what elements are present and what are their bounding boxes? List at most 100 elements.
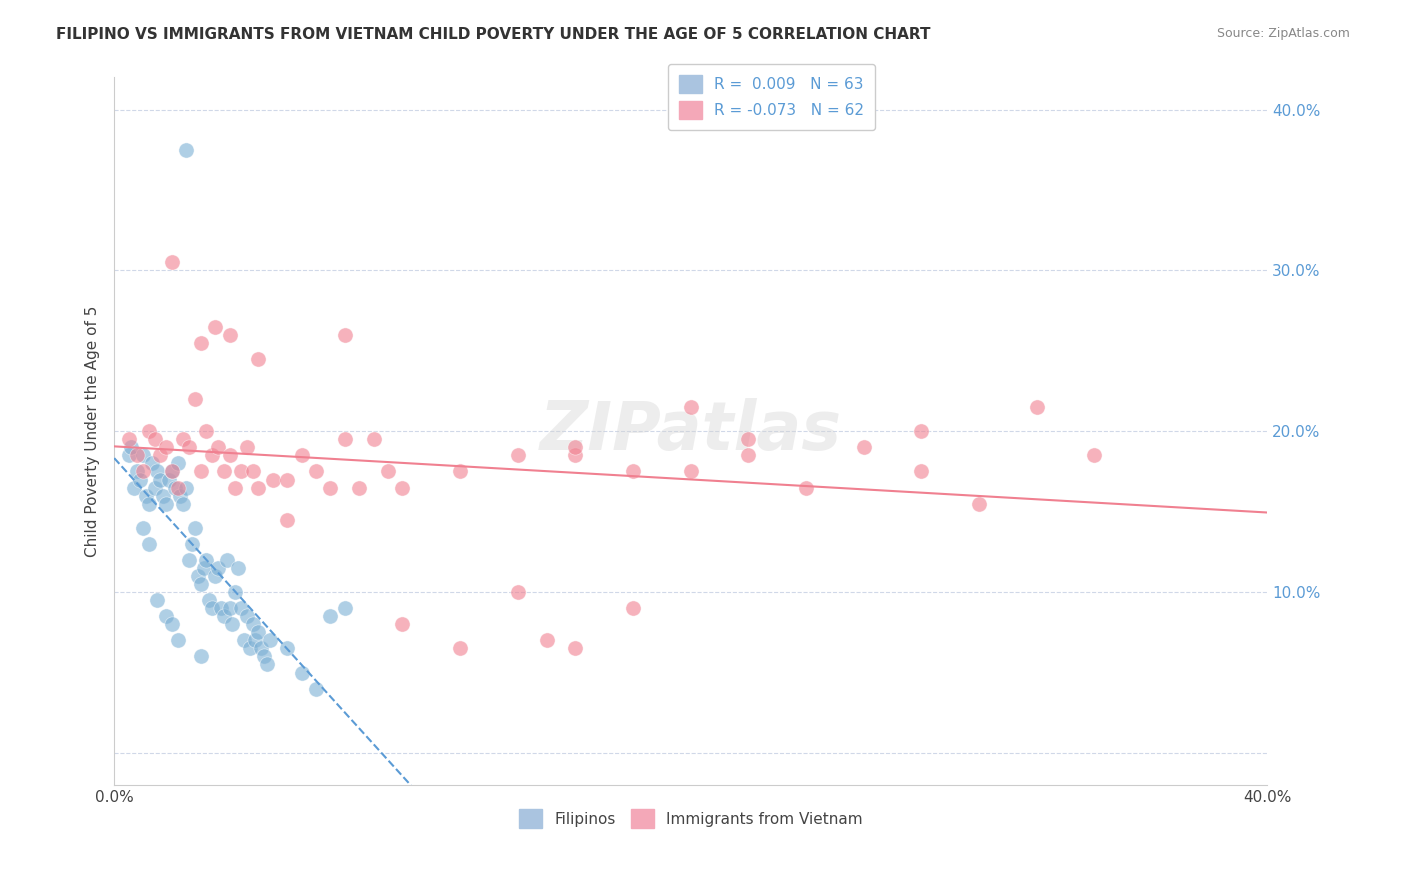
Point [250,641,273,656]
Point [166,481,188,495]
Point [276,513,298,527]
Point [172,432,194,446]
Point [276,641,298,656]
Point [138,497,160,511]
Point [155,609,177,624]
Point [564,449,586,463]
Point [204,569,226,583]
Point [132,521,155,535]
Point [201,601,224,615]
Point [179,441,201,455]
Point [236,609,259,624]
Point [256,657,278,672]
Point [117,449,139,463]
Point [564,441,586,455]
Point [236,441,259,455]
Point [179,553,201,567]
Point [259,633,281,648]
Point [155,497,177,511]
Point [124,481,146,495]
Point [239,641,262,656]
Point [138,537,160,551]
Point [172,497,194,511]
Point [349,481,371,495]
Point [146,465,169,479]
Point [138,424,160,438]
Point [149,473,172,487]
Point [198,593,221,607]
Point [506,449,529,463]
Point [152,489,174,503]
Point [218,327,240,342]
Point [910,465,932,479]
Point [305,465,328,479]
Point [209,601,232,615]
Point [160,465,183,479]
Legend: Filipinos, Immigrants from Vietnam: Filipinos, Immigrants from Vietnam [513,803,869,834]
Point [174,143,197,157]
Point [160,465,183,479]
Point [247,481,270,495]
Point [363,432,385,446]
Point [195,424,218,438]
Point [181,537,204,551]
Point [242,465,264,479]
Point [218,449,240,463]
Point [449,465,471,479]
Point [193,561,215,575]
Point [127,449,149,463]
Point [229,601,252,615]
Point [218,601,240,615]
Point [221,617,243,632]
Point [247,625,270,640]
Text: ZIPatlas: ZIPatlas [540,398,842,464]
Point [226,561,249,575]
Point [160,255,183,269]
Point [169,489,191,503]
Point [190,335,212,350]
Point [121,441,143,455]
Text: Source: ZipAtlas.com: Source: ZipAtlas.com [1216,27,1350,40]
Point [506,585,529,599]
Point [160,617,183,632]
Point [621,601,644,615]
Point [536,633,558,648]
Point [201,449,224,463]
Point [135,489,157,503]
Point [212,465,235,479]
Point [253,649,276,664]
Point [319,481,342,495]
Point [621,465,644,479]
Point [184,392,207,406]
Point [166,633,188,648]
Point [195,553,218,567]
Point [247,351,270,366]
Point [391,481,413,495]
Point [187,569,209,583]
Point [157,473,180,487]
Point [190,577,212,591]
Point [794,481,817,495]
Point [215,553,238,567]
Point [333,432,356,446]
Point [276,473,298,487]
Point [132,449,155,463]
Point [377,465,399,479]
Point [207,441,229,455]
Point [333,327,356,342]
Point [166,457,188,471]
Point [245,633,267,648]
Point [229,465,252,479]
Point [207,561,229,575]
Point [212,609,235,624]
Point [449,641,471,656]
Point [132,465,155,479]
Point [224,585,246,599]
Point [967,497,990,511]
Point [117,432,139,446]
Point [737,449,759,463]
Point [1083,449,1105,463]
Point [391,617,413,632]
Point [679,465,702,479]
Point [129,473,152,487]
